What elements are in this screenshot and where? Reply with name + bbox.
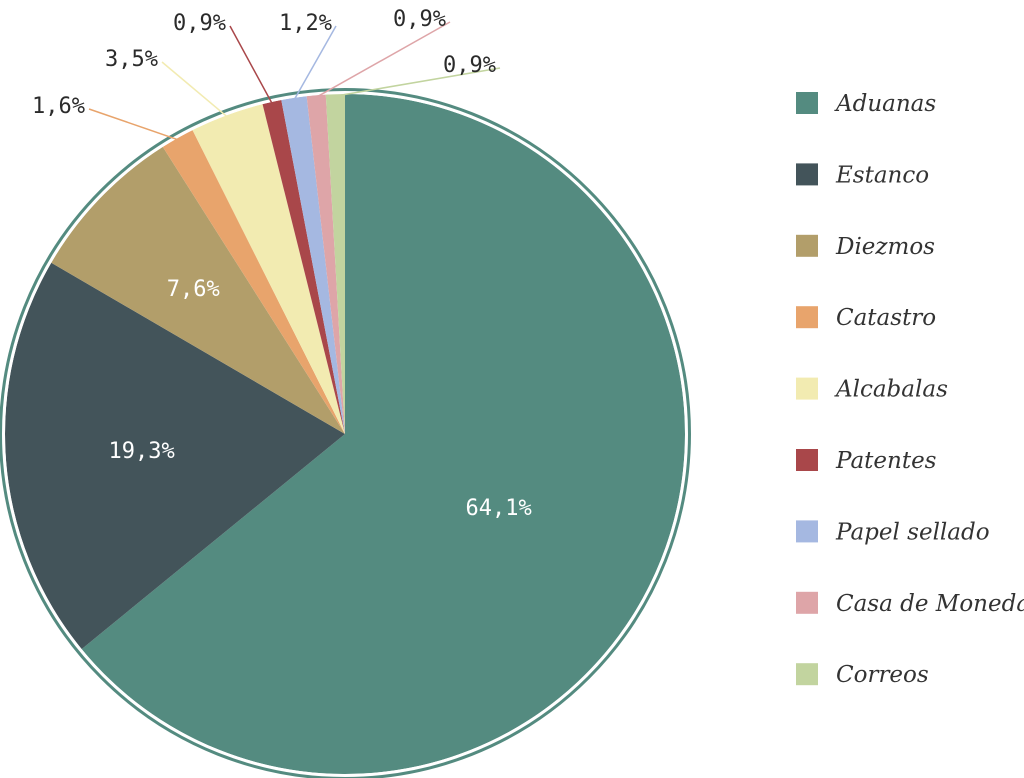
pie-ring-outer (0, 88, 691, 778)
pie-labels: 64,1% 19,3% 7,6% 1,6% 3,5% 0,9% 1,2% 0,9% 0,9% (32, 7, 532, 521)
pie-slice-patentes (262, 100, 345, 435)
slice-label-casa-de-moneda: 0,9% (393, 7, 446, 32)
legend-label-papel-sellado: Papel sellado (835, 519, 990, 545)
pie-slice-alcabalas (192, 104, 345, 434)
leader-line-alcabalas (161, 61, 228, 118)
slice-label-estanco: 19,3% (108, 439, 174, 464)
legend-label-catastro: Catastro (836, 305, 936, 331)
legend-label-estanco: Estanco (835, 162, 929, 188)
legend-swatch-diezmos (796, 234, 818, 257)
leader-line-catastro (88, 108, 179, 141)
legend-swatch-catastro (796, 306, 818, 329)
slice-label-correos: 0,9% (443, 53, 496, 78)
legend-swatch-correos (796, 663, 818, 686)
legend-label-aduanas: Aduanas (834, 91, 936, 117)
legend-label-diezmos: Diezmos (835, 234, 935, 260)
legend-label-correos: Correos (836, 662, 929, 688)
legend-swatch-papel-sellado (796, 520, 818, 543)
legend-swatch-aduanas (796, 92, 818, 114)
pie-slice-catastro (162, 130, 345, 434)
legend-label-patentes: Patentes (835, 448, 937, 474)
slice-label-papel-sellado: 1,2% (279, 11, 332, 36)
slice-label-diezmos: 7,6% (167, 277, 220, 302)
pie-slice-aduanas (81, 93, 686, 774)
pie-slice-diezmos (51, 146, 346, 434)
legend-label-casa-de-moneda: Casa de Moneda (836, 591, 1024, 617)
pie-slice-estanco (5, 262, 345, 650)
pie-slice-casa-de-moneda (306, 94, 345, 434)
legend-swatch-patentes (796, 449, 818, 471)
slice-label-aduanas: 64,1% (465, 496, 531, 521)
pie-slices (0, 88, 691, 778)
leader-line-correos (335, 67, 501, 97)
leader-line-patentes (229, 25, 273, 105)
slice-label-catastro: 1,6% (32, 94, 85, 119)
leader-lines (88, 21, 501, 141)
pie-slice-correos (325, 93, 345, 434)
legend-label-alcabalas: Alcabalas (834, 377, 948, 403)
legend-swatch-alcabalas (796, 377, 818, 400)
pie-ring-gap (2, 91, 688, 777)
pie-slice-papel-sellado (281, 96, 345, 435)
leader-line-papel-sellado (293, 25, 337, 101)
legend-swatch-casa-de-moneda (796, 591, 818, 614)
leader-line-casa-de-moneda (316, 21, 451, 98)
legend: Aduanas Estanco Diezmos Catastro Alcabalas Pa… (796, 91, 1024, 688)
slice-label-patentes: 0,9% (173, 11, 226, 36)
slice-label-alcabalas: 3,5% (105, 47, 158, 72)
legend-swatch-estanco (796, 163, 818, 186)
